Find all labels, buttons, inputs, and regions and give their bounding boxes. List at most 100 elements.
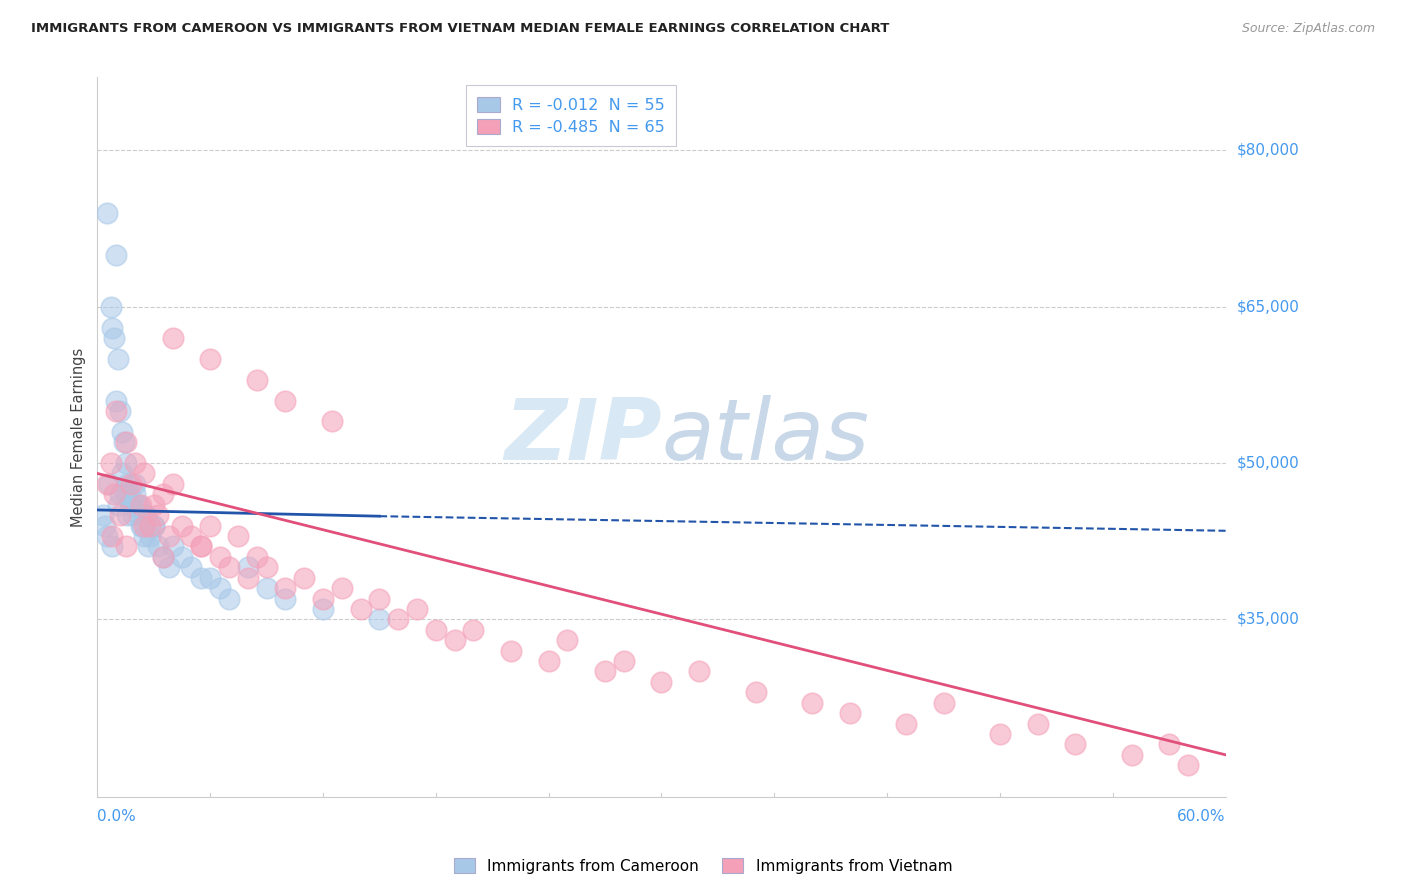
Point (894, 716, 917, 731)
Point (208, 581, 231, 595)
Point (246, 549, 269, 564)
Point (142, 498, 165, 512)
Point (101, 540, 124, 554)
Point (744, 685, 766, 699)
Point (1064, 738, 1087, 752)
Point (129, 518, 152, 533)
Point (129, 498, 152, 512)
Point (105, 393, 128, 408)
Point (425, 623, 447, 637)
Point (256, 560, 278, 574)
Legend: Immigrants from Cameroon, Immigrants from Vietnam: Immigrants from Cameroon, Immigrants fro… (447, 852, 959, 880)
Point (108, 487, 131, 501)
Point (117, 508, 139, 523)
Point (134, 518, 156, 533)
Point (162, 331, 184, 345)
Point (124, 456, 146, 470)
Point (198, 518, 221, 533)
Point (134, 529, 156, 543)
Point (368, 591, 391, 606)
Point (111, 425, 134, 439)
Point (101, 529, 124, 543)
Point (537, 654, 560, 668)
Point (208, 549, 231, 564)
Point (557, 633, 579, 648)
Point (157, 560, 180, 574)
Point (117, 476, 139, 491)
Point (103, 331, 125, 345)
Point (274, 393, 297, 408)
Point (103, 487, 125, 501)
Point (122, 508, 145, 523)
Point (96, 529, 118, 543)
Point (613, 654, 636, 668)
Text: IMMIGRANTS FROM CAMEROON VS IMMIGRANTS FROM VIETNAM MEDIAN FEMALE EARNINGS CORRE: IMMIGRANTS FROM CAMEROON VS IMMIGRANTS F… (31, 22, 890, 36)
Text: $65,000: $65,000 (1237, 299, 1299, 314)
Point (292, 571, 315, 585)
Text: $80,000: $80,000 (1237, 143, 1299, 158)
Text: atlas: atlas (661, 395, 869, 478)
Point (190, 571, 212, 585)
Point (114, 540, 136, 554)
Point (180, 560, 202, 574)
Point (108, 508, 131, 523)
Point (190, 540, 212, 554)
Point (1121, 747, 1143, 762)
Point (107, 498, 129, 512)
Y-axis label: Median Female Earnings: Median Female Earnings (72, 347, 86, 526)
Point (152, 549, 174, 564)
Point (100, 456, 122, 470)
Point (256, 581, 278, 595)
Point (136, 540, 159, 554)
Point (96, 476, 118, 491)
Point (157, 529, 180, 543)
Point (932, 696, 955, 710)
Point (120, 476, 142, 491)
Point (236, 560, 259, 574)
Point (463, 623, 485, 637)
Point (142, 518, 165, 533)
Point (146, 540, 169, 554)
Point (1159, 738, 1181, 752)
Point (111, 467, 134, 481)
Point (650, 674, 672, 689)
Point (128, 508, 150, 523)
Point (162, 476, 184, 491)
Text: 0.0%: 0.0% (97, 809, 136, 824)
Point (198, 351, 221, 366)
Point (988, 727, 1011, 741)
Point (312, 591, 335, 606)
Point (170, 549, 193, 564)
Point (368, 612, 391, 626)
Point (128, 498, 150, 512)
Point (152, 487, 174, 501)
Point (134, 508, 156, 523)
Point (274, 581, 297, 595)
Point (146, 508, 169, 523)
Point (139, 529, 162, 543)
Point (120, 498, 142, 512)
Text: $35,000: $35,000 (1237, 612, 1299, 627)
Point (114, 487, 136, 501)
Point (218, 560, 240, 574)
Point (246, 373, 269, 387)
Point (124, 476, 146, 491)
Point (131, 518, 153, 533)
Point (180, 529, 202, 543)
Point (1177, 758, 1199, 772)
Point (105, 404, 128, 418)
Point (443, 633, 465, 648)
Point (162, 540, 184, 554)
Point (120, 498, 142, 512)
Text: ZIP: ZIP (503, 395, 661, 478)
Point (135, 508, 157, 523)
Point (593, 665, 616, 679)
Point (218, 591, 240, 606)
Point (124, 487, 146, 501)
Point (688, 665, 710, 679)
Point (800, 696, 823, 710)
Point (134, 467, 156, 481)
Point (114, 435, 136, 450)
Point (112, 435, 135, 450)
Point (118, 487, 141, 501)
